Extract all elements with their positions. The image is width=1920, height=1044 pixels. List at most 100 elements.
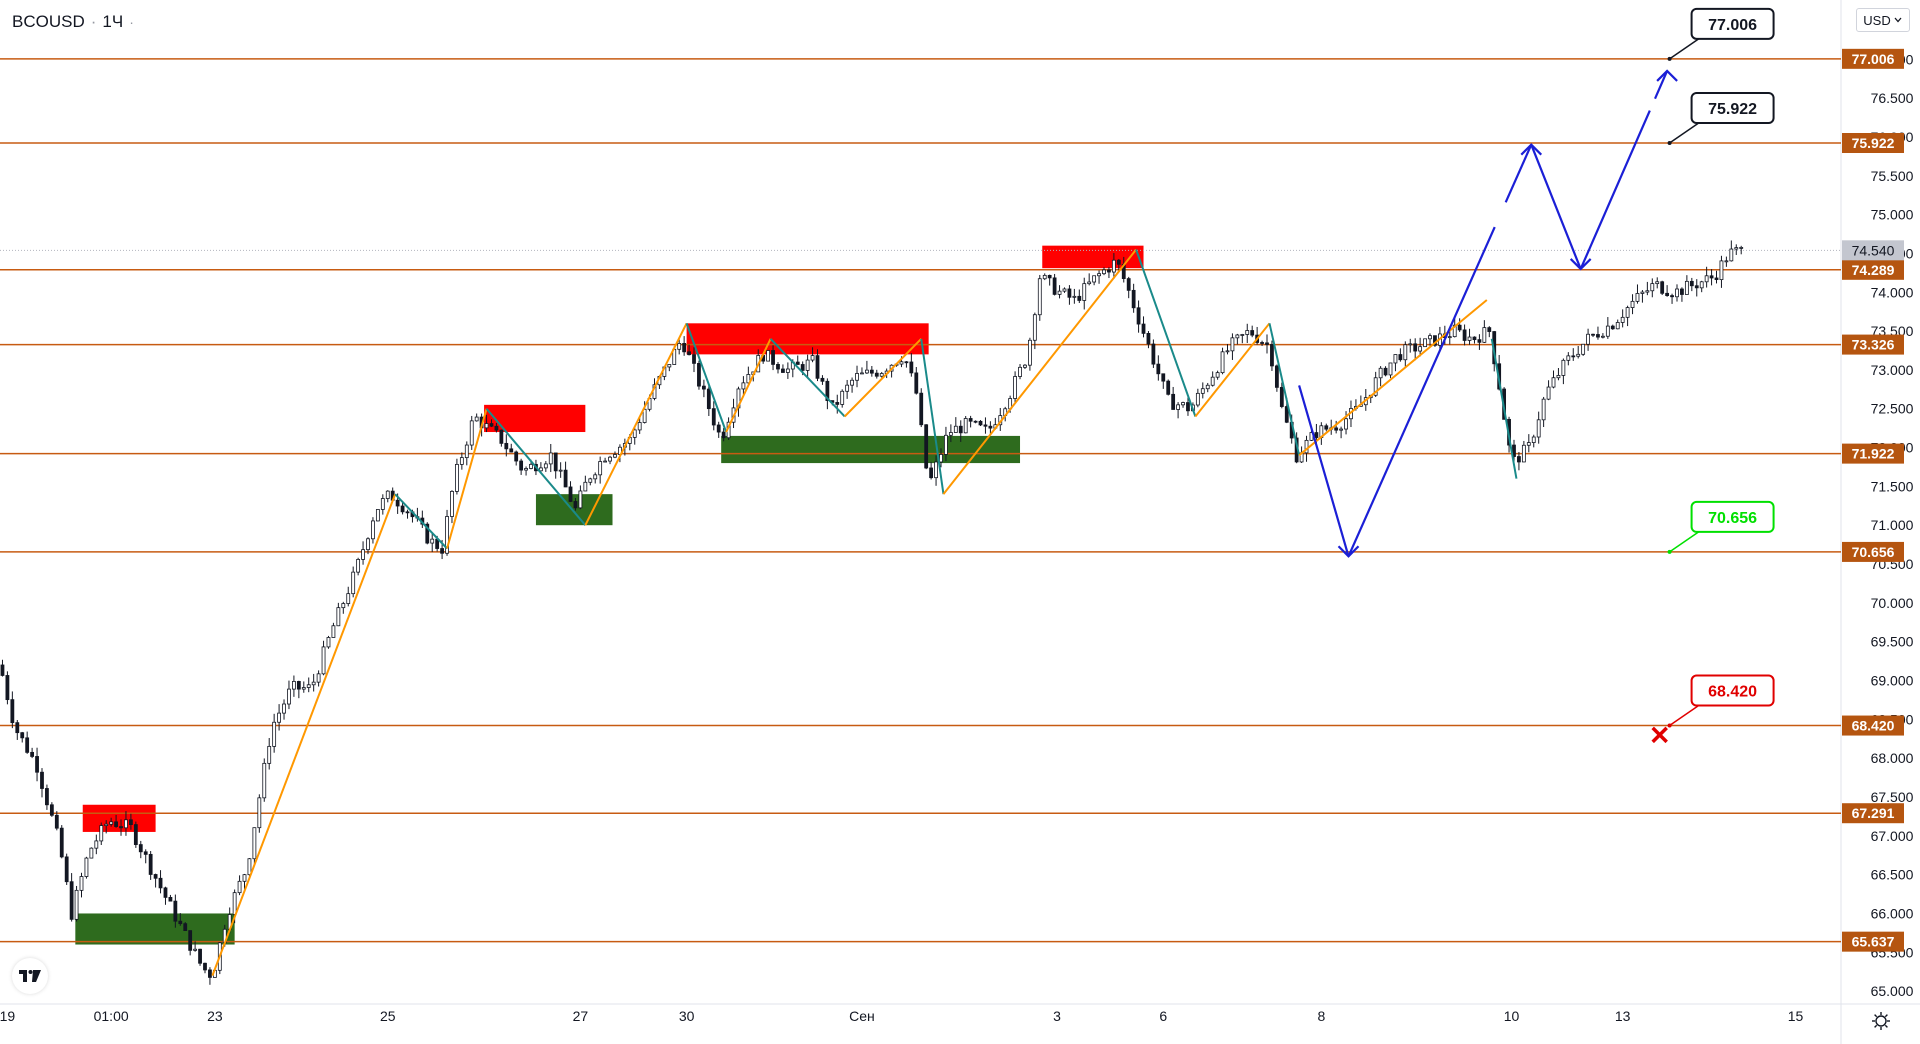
candle-body [494,425,499,431]
candle-body [929,467,934,479]
candle-body [1344,418,1348,430]
candle-body [1097,273,1101,277]
level-price-tag[interactable] [1842,443,1904,464]
candle-body [963,418,968,434]
candle-body [1704,275,1709,283]
candle-body [1640,291,1645,294]
candle-body [573,501,578,509]
candle-body [440,548,444,554]
symbol-header[interactable]: BCOUSD · 1Ч · [8,8,138,36]
settings-gear-glyph [1872,1012,1890,1030]
candle-body [1324,425,1329,430]
candle-body [1171,393,1176,410]
candle-body [568,486,573,502]
candle-body [1660,281,1665,294]
level-price-tag-label: 74.289 [1852,262,1895,278]
candle-body [939,454,943,463]
candle-body [1067,288,1072,298]
price-tick-label: 69.000 [1871,673,1914,689]
candle-body [237,880,242,894]
candle-body [899,361,904,365]
level-price-tag[interactable] [1842,715,1904,736]
supply-zone [686,323,929,355]
currency-selector[interactable]: USD [1856,8,1910,32]
time-tick-label: 10 [1504,1008,1520,1024]
candle-body [138,844,143,853]
forecast-segment [1654,70,1669,100]
candle-body [697,362,701,387]
time-tick-label: 27 [573,1008,589,1024]
candle-body [1699,281,1704,289]
symbol-name[interactable]: BCOUSD [12,12,85,31]
level-price-tag[interactable] [1842,133,1904,154]
callout-box[interactable] [1690,7,1775,40]
tradingview-logo-icon[interactable] [12,958,48,994]
candle-body [1536,419,1541,438]
level-price-tag[interactable] [1842,541,1904,562]
level-price-tag[interactable] [1842,803,1904,824]
chevron-down-icon [1894,17,1902,23]
candle-body [558,469,563,472]
zigzag-down-segment [1135,249,1197,417]
candle-body [795,361,800,365]
candle-body [1645,290,1650,293]
time-tick-label: 23 [207,1008,223,1024]
forecast-segment [1347,226,1496,557]
candle-body [706,388,711,410]
time-tick-label: 15 [1788,1008,1804,1024]
candle-body [855,373,859,381]
callout-box[interactable] [1690,674,1775,707]
candle-body [119,826,123,829]
level-price-tag[interactable] [1842,334,1904,355]
candle-body [193,948,198,951]
candle-body [45,788,49,806]
interval-label[interactable]: 1Ч [102,12,124,31]
zigzag-up-segment [725,338,772,433]
candle-body [538,467,543,472]
candle-body [54,814,59,829]
candle-body [455,463,459,492]
level-price-tag[interactable] [1842,259,1904,280]
price-tick-label: 67.000 [1871,828,1914,844]
callout-box[interactable] [1690,92,1775,125]
forecast-arrowhead [1337,545,1360,558]
level-price-tag-label: 73.326 [1852,337,1895,353]
last-price-tag[interactable] [1842,240,1904,261]
level-price-tag[interactable] [1842,48,1904,69]
candle-body [474,416,479,422]
candle-body [395,499,400,507]
candle-body [1541,398,1546,421]
candle-body [267,745,272,764]
header-menu-icon[interactable]: · [129,14,134,30]
price-tick-label: 66.500 [1871,867,1914,883]
price-tick-label: 66.000 [1871,905,1914,921]
candle-body [331,625,336,638]
callout-label: 68.420 [1708,684,1757,701]
candle-body [1225,350,1230,353]
candle-body [983,424,988,427]
candle-body [667,364,672,368]
candle-body [1591,333,1595,336]
zigzag-up-segment [843,338,922,418]
candle-body [741,382,746,390]
candle-body [924,424,929,469]
demand-zone [721,435,1021,464]
candle-body [1630,300,1635,308]
zigzag-up-segment [211,493,397,976]
candle-body [74,889,79,920]
candle-body [321,646,326,675]
gear-icon[interactable] [1866,1006,1896,1036]
candle-body [682,343,687,353]
zigzag-down-segment [485,408,587,526]
price-tick-label: 67.500 [1871,789,1914,805]
candle-body [1107,269,1111,273]
candle-body [524,468,528,471]
level-price-tag[interactable] [1842,931,1904,952]
callout-box[interactable] [1690,500,1775,533]
callout-label: 77.006 [1708,17,1757,34]
candle-body [781,368,785,373]
candle-body [405,511,410,514]
candle-body [1176,404,1180,410]
candle-body [1694,285,1699,289]
